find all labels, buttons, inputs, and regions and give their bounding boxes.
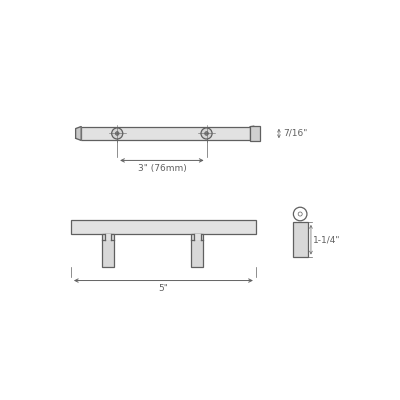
Bar bbox=[81, 126, 250, 140]
Circle shape bbox=[112, 128, 123, 139]
Bar bbox=[293, 222, 308, 258]
Bar bbox=[192, 234, 203, 267]
Bar bbox=[102, 234, 114, 267]
Bar bbox=[194, 234, 201, 240]
Text: 1-1/4": 1-1/4" bbox=[314, 235, 341, 244]
Bar bbox=[71, 220, 256, 234]
Bar bbox=[104, 234, 111, 240]
Circle shape bbox=[201, 128, 212, 139]
Text: 3" (76mm): 3" (76mm) bbox=[138, 164, 186, 173]
Circle shape bbox=[115, 132, 119, 135]
Polygon shape bbox=[76, 126, 81, 140]
Bar bbox=[250, 126, 260, 141]
Text: 5": 5" bbox=[158, 284, 168, 293]
Circle shape bbox=[205, 132, 208, 135]
Text: 7/16": 7/16" bbox=[284, 129, 308, 138]
